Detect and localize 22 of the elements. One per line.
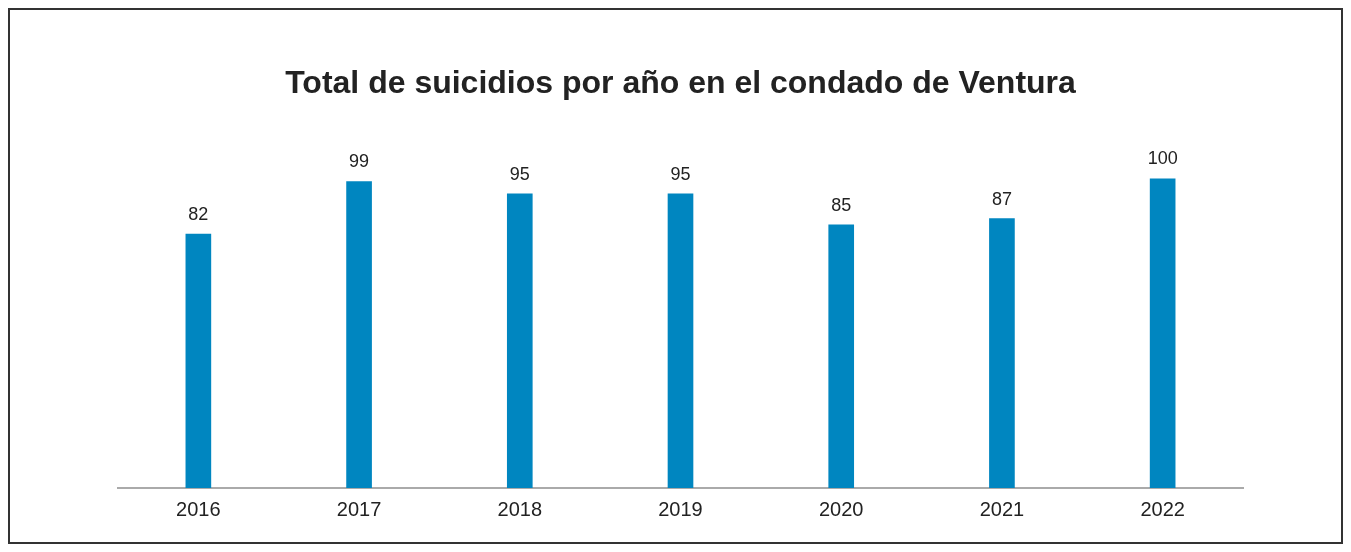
x-tick-label: 2018	[497, 497, 543, 520]
x-tick-label: 2020	[818, 497, 864, 520]
x-tick-label: 2021	[979, 497, 1025, 520]
x-tick-label: 2017	[336, 497, 382, 520]
bar	[346, 181, 372, 488]
x-tick-label: 2022	[1140, 497, 1185, 520]
data-label: 100	[1147, 148, 1178, 169]
bar	[667, 193, 694, 488]
bar	[185, 233, 212, 488]
data-label: 82	[188, 204, 209, 225]
data-label: 87	[991, 188, 1012, 209]
data-label: 95	[670, 163, 691, 184]
data-label: 95	[509, 163, 530, 184]
data-label: 85	[831, 194, 852, 215]
bar	[506, 193, 533, 488]
bar	[989, 218, 1015, 488]
x-tick-label: 2019	[658, 497, 703, 520]
chart-title: Total de suicidios por año en el condado de Ventura	[285, 64, 1077, 101]
x-tick-label: 2016	[176, 497, 221, 520]
bar	[828, 224, 855, 488]
bar	[1149, 178, 1176, 488]
data-label: 99	[349, 151, 370, 172]
